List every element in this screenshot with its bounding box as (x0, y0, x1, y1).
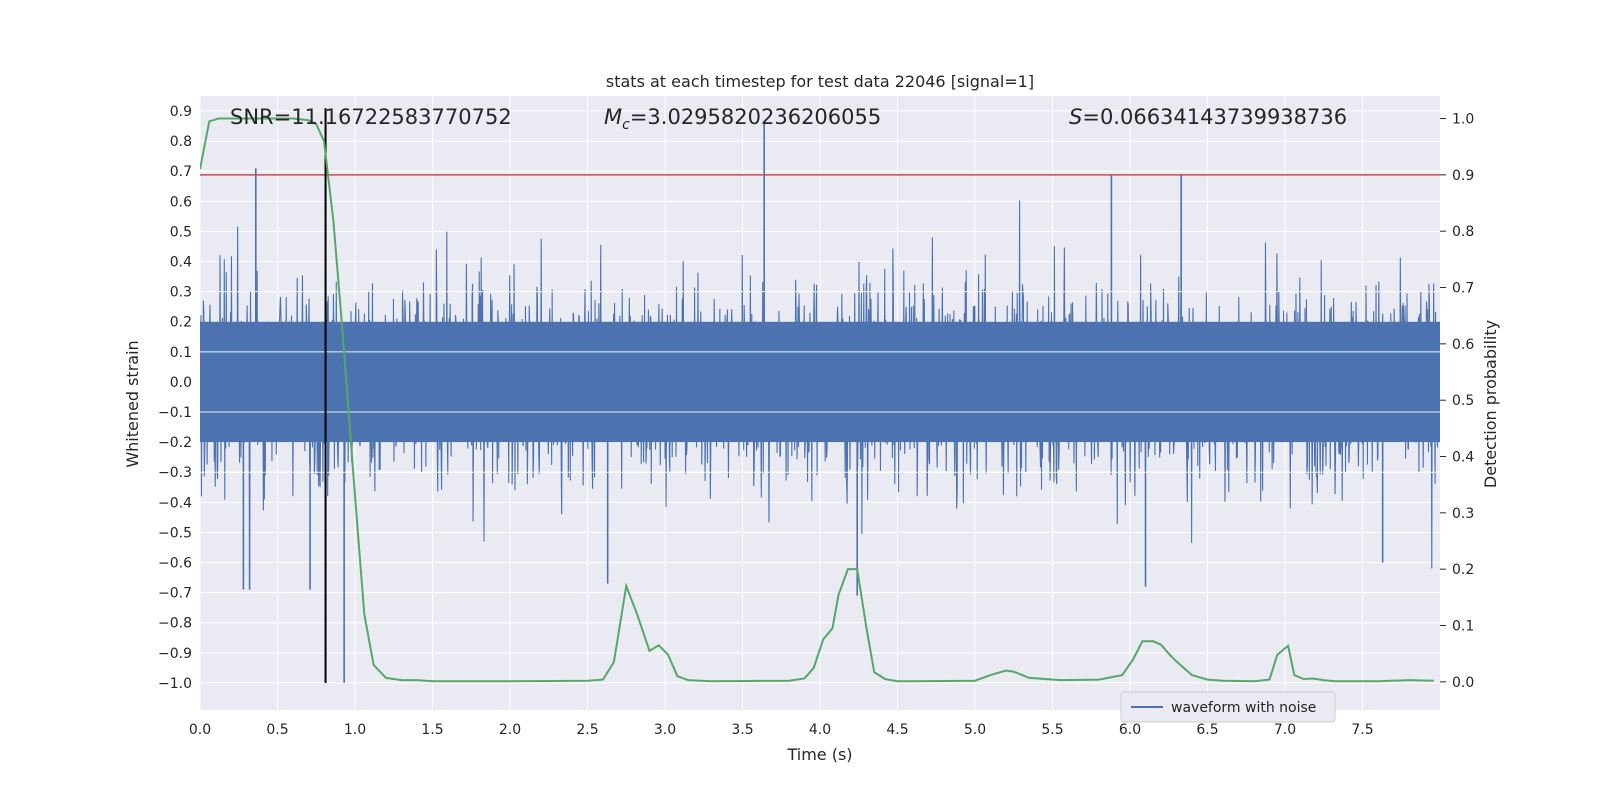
overlay-lines (200, 108, 1440, 683)
mc-symbol: M (604, 105, 622, 129)
y-tick-label: 0.6 (170, 194, 192, 210)
y-tick-label: −1.0 (158, 676, 192, 692)
y2-axis-label: Detection probability (1481, 320, 1500, 488)
y-tick-label: 0.1 (170, 345, 192, 361)
x-axis-label: Time (s) (786, 745, 852, 764)
y2-tick-label: 0.1 (1452, 619, 1474, 635)
chirp-mass-annotation: Mc=3.0295820236206055 (604, 105, 881, 133)
legend-box (1120, 691, 1336, 723)
y-tick-label: −0.4 (158, 495, 192, 511)
y-tick-label: −0.7 (158, 586, 192, 602)
snr-annotation: SNR=11.16722583770752 (230, 105, 512, 129)
y2-tick-label: 1.0 (1452, 112, 1474, 128)
x-tick-label: 4.0 (809, 722, 831, 738)
y-tick-label: −0.2 (158, 435, 192, 451)
x-tick-label: 5.5 (1041, 722, 1063, 738)
waveform-series (200, 123, 1440, 683)
y-tick-label: −0.6 (158, 556, 192, 572)
waveform-core (200, 321, 1440, 443)
s-value: =0.06634143739938736 (1082, 105, 1347, 129)
y-tick-label: −0.1 (158, 405, 192, 421)
x-tick-label: 6.5 (1196, 722, 1218, 738)
x-tick-label: 5.0 (964, 722, 986, 738)
y-tick-label: 0.9 (170, 104, 192, 120)
detection-probability-line (200, 117, 1434, 683)
y-tick-label: −0.8 (158, 616, 192, 632)
y-tick-label: −0.5 (158, 525, 192, 541)
x-tick-label: 2.0 (499, 722, 521, 738)
mc-value: =3.0295820236206055 (630, 105, 881, 129)
s-symbol: S (1069, 105, 1082, 129)
x-tick-label: 6.0 (1119, 722, 1141, 738)
s-annotation: S=0.06634143739938736 (1069, 105, 1347, 129)
y2-tick-label: 0.8 (1452, 224, 1474, 240)
y-tick-label: 0.7 (170, 164, 192, 180)
x-axis-ticks: 0.0 0.5 1.0 1.5 2.0 2.5 3.0 3.5 4.0 4.5 5.0 5.5 6.0 6… (189, 722, 1374, 738)
x-tick-label: 3.0 (654, 722, 676, 738)
x-tick-label: 7.5 (1351, 722, 1373, 738)
x-tick-label: 0.0 (189, 722, 211, 738)
y-tick-label: 0.8 (170, 134, 192, 150)
y2-tick-label: 0.5 (1452, 393, 1474, 409)
x-tick-label: 0.5 (266, 722, 288, 738)
y-axis-label: Whitened strain (123, 340, 142, 467)
y-tick-label: −0.9 (158, 646, 192, 662)
y2-tick-label: 0.0 (1452, 675, 1474, 691)
y2-tick-label: 0.3 (1452, 506, 1474, 522)
x-tick-label: 1.0 (344, 722, 366, 738)
y-axis-ticks: 0.9 0.8 0.7 0.6 0.5 0.4 0.3 0.2 0.1 0.0 −0.1 −0.2 −0… (158, 104, 192, 692)
legend: waveform with noise (1120, 691, 1336, 723)
y-tick-label: 0.0 (170, 375, 192, 391)
y-tick-label: 0.2 (170, 315, 192, 331)
x-tick-label: 3.5 (731, 722, 753, 738)
chart-title: stats at each timestep for test data 220… (606, 72, 1034, 91)
y2-tick-label: 0.4 (1452, 450, 1474, 466)
y-tick-label: 0.4 (170, 255, 192, 271)
x-tick-label: 2.5 (576, 722, 598, 738)
x-tick-label: 1.5 (421, 722, 443, 738)
y-tick-label: 0.3 (170, 285, 192, 301)
mc-subscript: c (622, 117, 630, 133)
y2-tick-label: 0.6 (1452, 337, 1474, 353)
y-tick-label: −0.3 (158, 465, 192, 481)
y-tick-label: 0.5 (170, 224, 192, 240)
x-tick-label: 7.0 (1274, 722, 1296, 738)
y2-tick-label: 0.7 (1452, 281, 1474, 297)
y2-axis-ticks: 1.0 0.9 0.8 0.7 0.6 0.5 0.4 0.3 0.2 0.1 0.0 (1440, 112, 1474, 691)
x-tick-label: 4.5 (886, 722, 908, 738)
y2-tick-label: 0.9 (1452, 168, 1474, 184)
y2-tick-label: 0.2 (1452, 562, 1474, 578)
legend-label-waveform: waveform with noise (1171, 700, 1316, 716)
